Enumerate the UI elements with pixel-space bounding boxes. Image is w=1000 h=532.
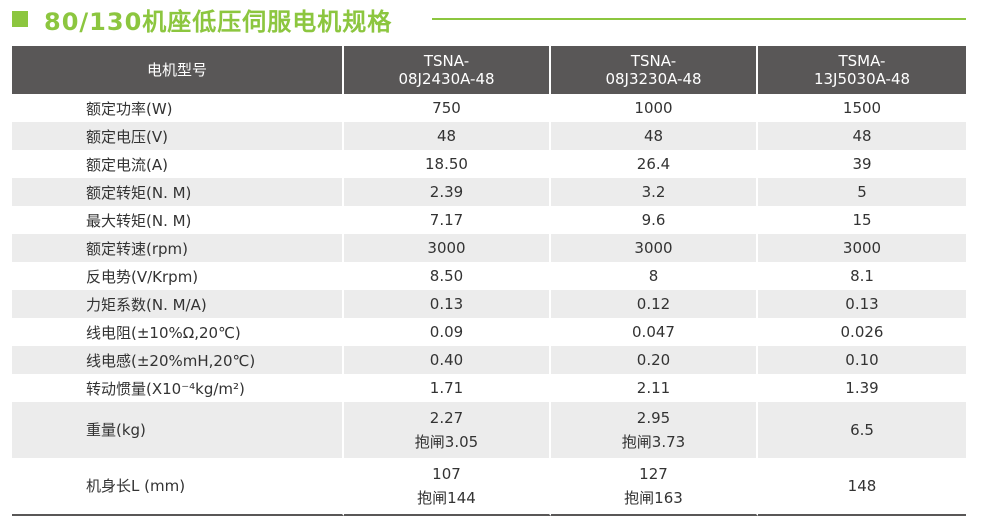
- cell-value: 48: [344, 122, 551, 150]
- cell-value: 2.39: [344, 178, 551, 206]
- header-model-2-line1: TSNA-: [630, 52, 677, 70]
- row-label: 力矩系数(N. M/A): [12, 290, 344, 318]
- cell-value: 2.27 抱闸3.05: [344, 402, 551, 458]
- table-row: 最大转矩(N. M) 7.17 9.6 15: [12, 206, 966, 234]
- row-label: 额定功率(W): [12, 94, 344, 122]
- cell-value: 39: [758, 150, 966, 178]
- cell-value: 3000: [758, 234, 966, 262]
- cell-value: 2.95 抱闸3.73: [551, 402, 758, 458]
- row-label: 最大转矩(N. M): [12, 206, 344, 234]
- cell-value: 0.13: [344, 290, 551, 318]
- cell-value: 0.026: [758, 318, 966, 346]
- header-model-2: TSNA- 08J3230A-48: [551, 46, 758, 94]
- header-model-3-line2: 13J5030A-48: [813, 70, 911, 88]
- row-label: 额定电压(V): [12, 122, 344, 150]
- cell-value: 8.1: [758, 262, 966, 290]
- table-row-weight: 重量(kg) 2.27 抱闸3.05 2.95 抱闸3.73 6.5: [12, 402, 966, 458]
- cell-value: 8: [551, 262, 758, 290]
- table-row: 线电阻(±10%Ω,20℃) 0.09 0.047 0.026: [12, 318, 966, 346]
- row-label: 线电阻(±10%Ω,20℃): [12, 318, 344, 346]
- cell-value: 1.71: [344, 374, 551, 402]
- table-row-length: 机身长L (mm) 107 抱闸144 127 抱闸163 148: [12, 458, 966, 516]
- cell-value: 1000: [551, 94, 758, 122]
- header-model-1-line1: TSNA-: [423, 52, 470, 70]
- cell-value: 0.09: [344, 318, 551, 346]
- motor-spec-table: 电机型号 TSNA- 08J2430A-48 TSNA- 08J3230A-48…: [12, 46, 966, 516]
- row-label: 转动惯量(X10⁻⁴kg/m²): [12, 374, 344, 402]
- header-model-2-line2: 08J3230A-48: [605, 70, 702, 88]
- header-model-3-line1: TSMA-: [838, 52, 886, 70]
- cell-value: 3000: [344, 234, 551, 262]
- row-label: 机身长L (mm): [12, 458, 344, 516]
- cell-value: 8.50: [344, 262, 551, 290]
- table-row: 转动惯量(X10⁻⁴kg/m²) 1.71 2.11 1.39: [12, 374, 966, 402]
- table-row: 线电感(±20%mH,20℃) 0.40 0.20 0.10: [12, 346, 966, 374]
- table-row: 额定功率(W) 750 1000 1500: [12, 94, 966, 122]
- cell-line: 2.27: [429, 409, 464, 427]
- cell-value: 18.50: [344, 150, 551, 178]
- row-label: 反电势(V/Krpm): [12, 262, 344, 290]
- cell-line: 127: [639, 465, 668, 483]
- table-row: 额定电流(A) 18.50 26.4 39: [12, 150, 966, 178]
- cell-value: 26.4: [551, 150, 758, 178]
- cell-value: 0.20: [551, 346, 758, 374]
- cell-value: 1500: [758, 94, 966, 122]
- cell-value: 107 抱闸144: [344, 458, 551, 516]
- cell-value: 5: [758, 178, 966, 206]
- cell-line: 抱闸3.05: [414, 433, 479, 451]
- cell-value: 0.40: [344, 346, 551, 374]
- table-row: 额定转速(rpm) 3000 3000 3000: [12, 234, 966, 262]
- row-label: 额定转矩(N. M): [12, 178, 344, 206]
- cell-value: 3000: [551, 234, 758, 262]
- cell-value: 9.6: [551, 206, 758, 234]
- title-rule: [432, 18, 966, 20]
- cell-line: 抱闸163: [624, 489, 683, 507]
- cell-value: 7.17: [344, 206, 551, 234]
- row-label: 线电感(±20%mH,20℃): [12, 346, 344, 374]
- table-row: 额定电压(V) 48 48 48: [12, 122, 966, 150]
- cell-value: 0.047: [551, 318, 758, 346]
- cell-line: 2.95: [636, 409, 671, 427]
- table-row: 力矩系数(N. M/A) 0.13 0.12 0.13: [12, 290, 966, 318]
- table-row: 反电势(V/Krpm) 8.50 8 8.1: [12, 262, 966, 290]
- page-title: 80/130机座低压伺服电机规格: [44, 2, 405, 37]
- cell-line: 107: [432, 465, 461, 483]
- cell-value: 48: [758, 122, 966, 150]
- cell-value: 0.12: [551, 290, 758, 318]
- cell-value: 3.2: [551, 178, 758, 206]
- cell-value: 148: [758, 458, 966, 516]
- cell-value: 0.10: [758, 346, 966, 374]
- cell-line: 抱闸144: [417, 489, 476, 507]
- cell-line: 抱闸3.73: [621, 433, 686, 451]
- cell-value: 48: [551, 122, 758, 150]
- header-model-label: 电机型号: [12, 46, 344, 94]
- section-title-bar: 80/130机座低压伺服电机规格: [12, 2, 966, 40]
- header-model-1: TSNA- 08J2430A-48: [344, 46, 551, 94]
- cell-value: 15: [758, 206, 966, 234]
- cell-value: 750: [344, 94, 551, 122]
- cell-value: 127 抱闸163: [551, 458, 758, 516]
- row-label: 额定电流(A): [12, 150, 344, 178]
- row-label: 重量(kg): [12, 402, 344, 458]
- cell-value: 1.39: [758, 374, 966, 402]
- table-row: 额定转矩(N. M) 2.39 3.2 5: [12, 178, 966, 206]
- title-square-bullet: [12, 11, 28, 27]
- header-model-3: TSMA- 13J5030A-48: [758, 46, 966, 94]
- cell-value: 2.11: [551, 374, 758, 402]
- row-label: 额定转速(rpm): [12, 234, 344, 262]
- cell-value: 0.13: [758, 290, 966, 318]
- header-model-1-line2: 08J2430A-48: [398, 70, 495, 88]
- cell-value: 6.5: [758, 402, 966, 458]
- table-header-row: 电机型号 TSNA- 08J2430A-48 TSNA- 08J3230A-48…: [12, 46, 966, 94]
